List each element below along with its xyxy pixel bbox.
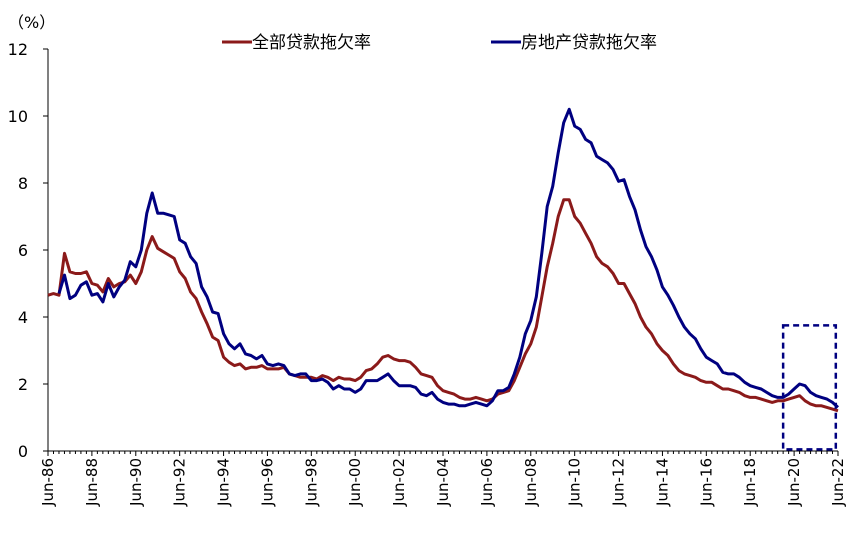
x-tick-label: Jun-06 (478, 458, 496, 507)
x-tick-label: Jun-12 (610, 458, 628, 507)
y-tick-label: 4 (18, 308, 28, 327)
x-tick-label: Jun-98 (302, 458, 320, 507)
x-tick-label: Jun-90 (127, 458, 145, 507)
x-tick-label: Jun-16 (697, 458, 715, 507)
x-tick-label: Jun-22 (829, 458, 847, 507)
x-tick-label: Jun-02 (390, 458, 408, 507)
legend-label-realestate: 房地产贷款拖欠率 (521, 33, 657, 53)
x-tick-label: Jun-10 (566, 458, 584, 507)
x-tick-label: Jun-08 (522, 458, 540, 507)
series-line-0 (47, 198, 839, 413)
y-tick-label: 0 (18, 442, 28, 461)
y-tick-label: 2 (18, 375, 28, 394)
legend-label-total: 全部贷款拖欠率 (252, 33, 371, 53)
x-tick-label: Jun-94 (215, 458, 233, 507)
x-tick-label: Jun-00 (346, 458, 364, 507)
x-tick-label: Jun-20 (785, 458, 803, 507)
y-tick-label: 12 (8, 40, 28, 59)
x-tick-label: Jun-14 (653, 458, 671, 507)
series-line-1 (57, 107, 840, 409)
y-tick-label: 10 (8, 107, 28, 126)
x-tick-label: Jun-96 (258, 458, 276, 507)
x-tick-label: Jun-86 (39, 458, 57, 507)
x-tick-label: Jun-18 (741, 458, 759, 507)
y-tick-label: 8 (18, 174, 28, 193)
y-tick-label: 6 (18, 241, 28, 260)
axes: 0 2 4 6 8 10 12 Jun-86 Jun-88 Jun-90 Jun-92 Jun-94 J… (8, 40, 847, 507)
legend: 全部贷款拖欠率 房地产贷款拖欠率 (222, 33, 657, 53)
x-tick-label: Jun-92 (171, 458, 189, 507)
x-tick-label: Jun-04 (434, 458, 452, 507)
series-layer (47, 107, 840, 451)
x-tick-label: Jun-88 (83, 458, 101, 507)
highlight-box (781, 324, 838, 451)
y-unit-label: （%） (8, 13, 55, 32)
